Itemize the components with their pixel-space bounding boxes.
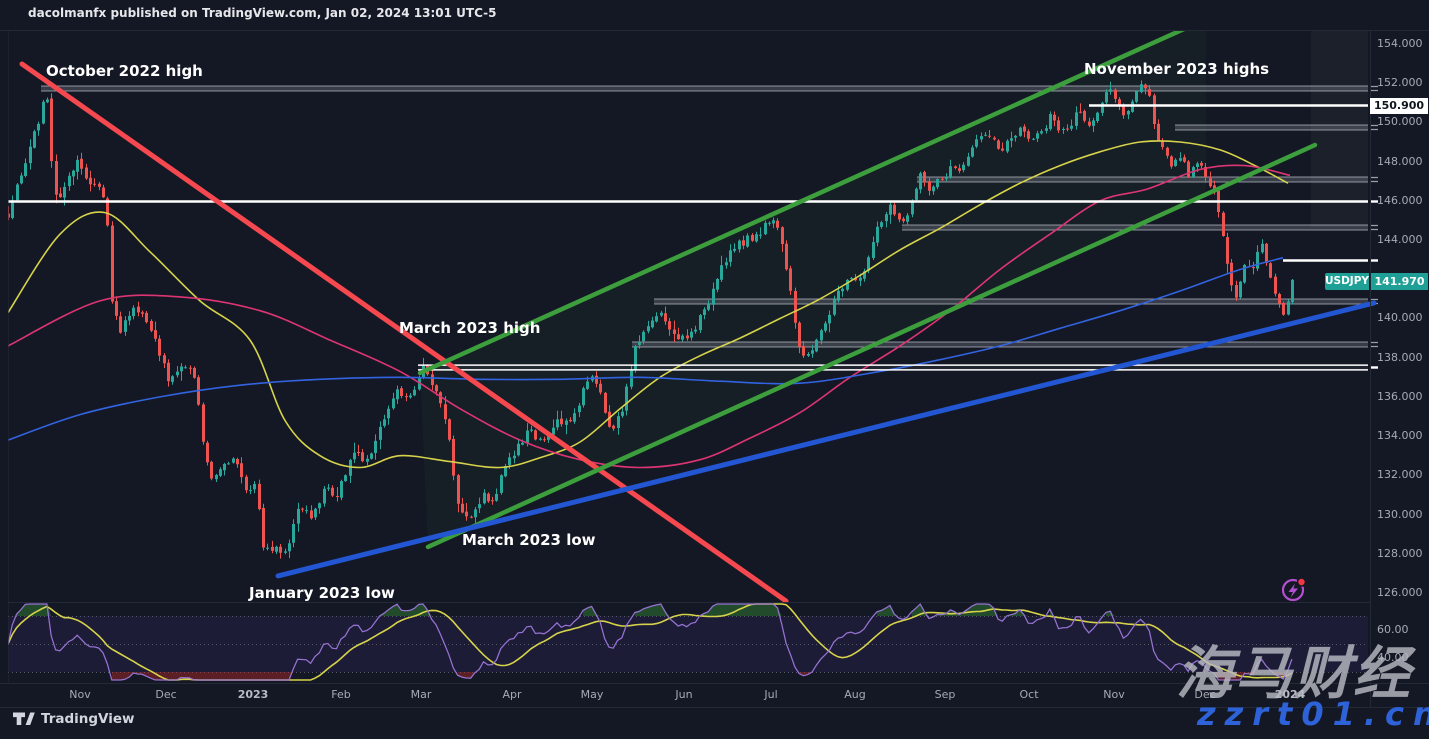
rsi-layer (8, 603, 1368, 681)
watermark-cjk: 海马财经 (1176, 641, 1412, 707)
resistance-level-bar[interactable] (654, 299, 1368, 304)
rsi-tick-40: 40.00 (1377, 651, 1409, 664)
time-tick-label: 2024 (1274, 688, 1306, 701)
time-tick-label: Dec (1194, 688, 1216, 701)
ma-slow-blue[interactable] (8, 256, 1284, 441)
price-tick-label: 146.000 (1377, 193, 1423, 207)
price-tick-label: 152.000 (1377, 76, 1423, 90)
price-tick-label: 140.000 (1377, 311, 1423, 325)
rsi-pane[interactable] (8, 602, 1370, 683)
time-axis-border (0, 683, 1429, 684)
tradingview-glyph-icon (13, 712, 35, 725)
resistance-level-bar[interactable] (1175, 125, 1368, 130)
price-marker-label: 150.900 (1370, 98, 1428, 114)
time-tick-label: Nov (69, 688, 91, 701)
time-tick-label: Oct (1019, 688, 1039, 701)
tradingview-logo-text: TradingView (41, 711, 135, 727)
last-price-label: 141.970 (1371, 273, 1428, 290)
green-channel-upper-line[interactable] (417, 19, 1206, 376)
ma-mid-pink[interactable] (8, 164, 1291, 469)
price-axis[interactable] (1370, 30, 1429, 683)
time-tick-label: May (580, 688, 604, 701)
chart-top-border (0, 30, 1429, 31)
chart-bottom-border (0, 707, 1429, 708)
price-tick-label: 144.000 (1377, 233, 1423, 247)
time-tick-label: 2023 (237, 688, 269, 701)
time-tick-label: Aug (844, 688, 866, 701)
rsi-line[interactable] (8, 603, 1293, 681)
annotation-january-2023-low: January 2023 low (249, 584, 395, 602)
time-tick-label: Jul (764, 688, 778, 701)
time-tick-label: Sep (934, 688, 956, 701)
price-tick-label: 138.000 (1377, 350, 1423, 364)
ideas-flash-button[interactable] (1278, 573, 1310, 605)
time-tick-label: Nov (1103, 688, 1125, 701)
main-chart-pane[interactable] (8, 30, 1370, 602)
price-tick-label: 136.000 (1377, 389, 1423, 403)
time-tick-label: Dec (155, 688, 177, 701)
rsi-tick-60: 60.00 (1377, 623, 1409, 636)
price-tick-label: 150.000 (1377, 115, 1423, 129)
rsi-separator (8, 602, 1370, 603)
resistance-level-bar[interactable] (917, 177, 1368, 182)
time-tick-label: Mar (410, 688, 432, 701)
annotation-march-2023-high: March 2023 high (399, 319, 541, 337)
down-candle-bodies (8, 84, 1285, 553)
time-tick-label: Apr (502, 688, 522, 701)
price-tick-label: 128.000 (1377, 546, 1423, 560)
resistance-level-bar[interactable] (632, 342, 1368, 347)
blue-uptrend-line[interactable] (275, 300, 1377, 579)
price-tick-label: 134.000 (1377, 429, 1423, 443)
price-tick-label: 154.000 (1377, 37, 1423, 50)
price-axis-border (1370, 30, 1371, 707)
price-tick-label: 132.000 (1377, 468, 1423, 482)
watermark-url: zzrt01.cn (1197, 695, 1429, 733)
time-tick-label: Jun (675, 688, 693, 701)
symbol-flag: USDJPY (1325, 273, 1369, 290)
published-byline: dacolmanfx published on TradingView.com,… (28, 6, 497, 20)
green-channel-lower-line[interactable] (425, 142, 1318, 550)
red-downtrend-line[interactable] (19, 61, 789, 602)
time-tick-label: Feb (331, 688, 351, 701)
lightning-icon (1281, 577, 1307, 602)
channel-fill (420, 30, 1206, 547)
annotation-october-2022-high: October 2022 high (46, 62, 203, 80)
ma-fast-yellow[interactable] (8, 140, 1289, 469)
annotation-november-2023-highs: November 2023 highs (1084, 60, 1270, 78)
chart-left-border (8, 30, 9, 683)
price-tick-label: 126.000 (1377, 585, 1423, 599)
resistance-level-bar[interactable] (41, 86, 1368, 91)
price-tick-label: 148.000 (1377, 154, 1423, 168)
trendline-layer (19, 19, 1318, 602)
tradingview-logo[interactable]: TradingView (13, 711, 135, 727)
price-tick-label: 130.000 (1377, 507, 1423, 521)
annotation-march-2023-low: March 2023 low (462, 531, 596, 549)
level-zone[interactable] (418, 365, 1368, 370)
